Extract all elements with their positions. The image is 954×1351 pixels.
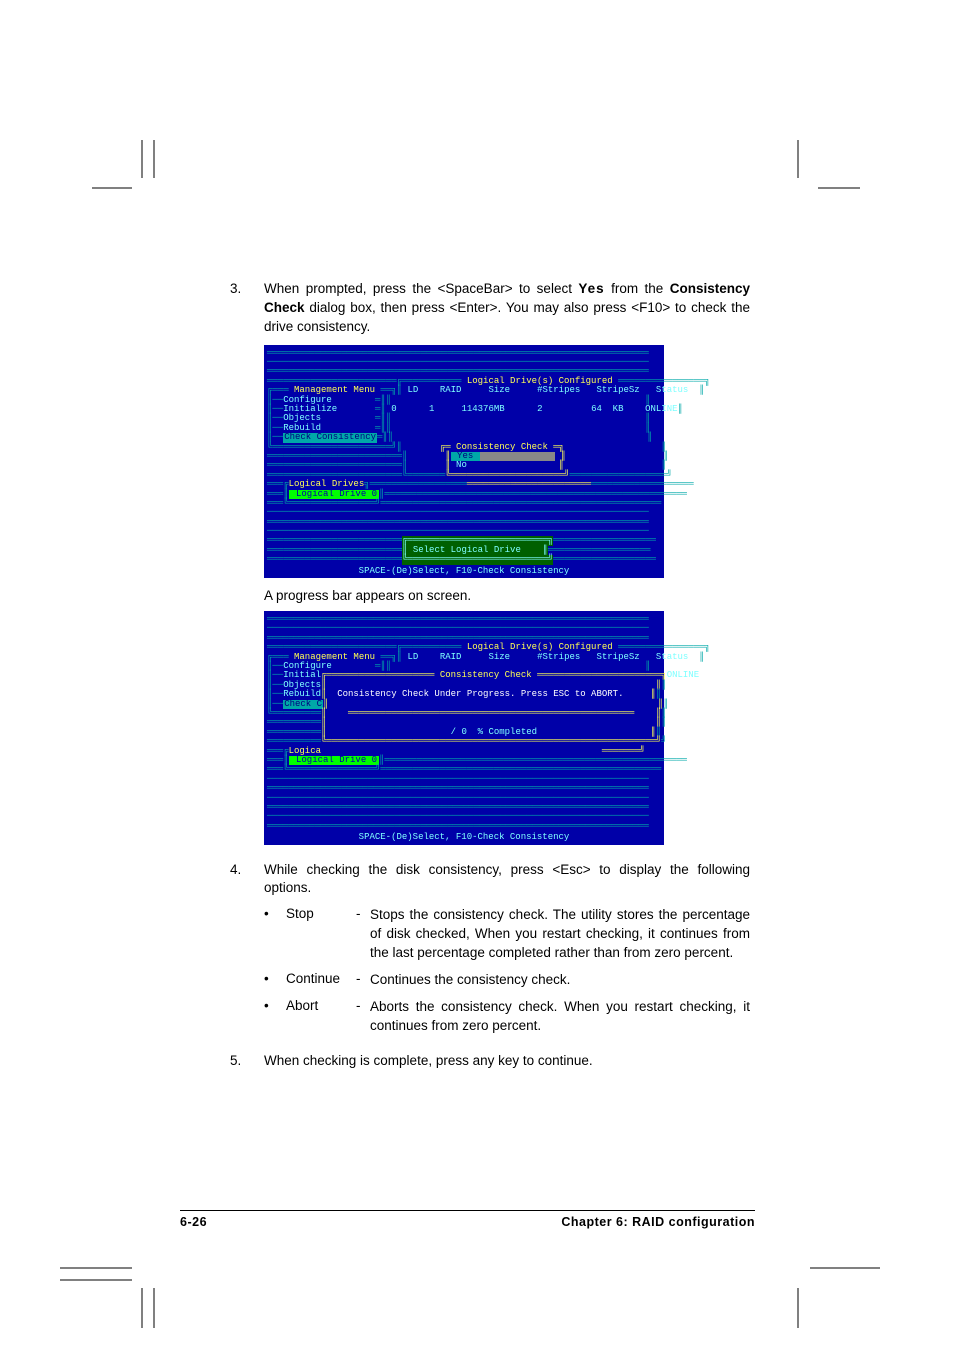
caption: A progress bar appears on screen. xyxy=(264,588,750,603)
option-desc: Stops the consistency check. The utility… xyxy=(370,906,750,963)
text-yes: Yes xyxy=(578,281,604,296)
step-3: 3. When prompted, press the <SpaceBar> t… xyxy=(230,280,750,337)
option-name: Stop xyxy=(286,906,356,963)
crop-mark-bl xyxy=(60,1258,170,1328)
content-area: 3. When prompted, press the <SpaceBar> t… xyxy=(230,280,750,1079)
dash: - xyxy=(356,971,370,990)
option-desc: Continues the consistency check. xyxy=(370,971,750,990)
step-body: When prompted, press the <SpaceBar> to s… xyxy=(264,280,750,337)
hint-text: SPACE-(De)Select, F10-Check Consistency xyxy=(359,832,570,842)
page-number: 6-26 xyxy=(180,1215,207,1229)
option-name: Continue xyxy=(286,971,356,990)
text: When prompted, press the <SpaceBar> to s… xyxy=(264,281,578,296)
options-list: • Stop - Stops the consistency check. Th… xyxy=(264,906,750,1035)
bullet-icon: • xyxy=(264,906,286,963)
crop-mark-tl xyxy=(92,140,182,200)
option-desc: Aborts the consistency check. When you r… xyxy=(370,998,750,1036)
crop-mark-tr xyxy=(770,140,860,200)
dash: - xyxy=(356,998,370,1036)
step-4: 4. While checking the disk consistency, … xyxy=(230,861,750,899)
bios-screen-2: ════════════════════════════════════════… xyxy=(264,611,664,844)
chapter-title: Chapter 6: RAID configuration xyxy=(561,1215,755,1229)
option-continue: • Continue - Continues the consistency c… xyxy=(264,971,750,990)
step-5: 5. When checking is complete, press any … xyxy=(230,1052,750,1071)
text: from the xyxy=(605,281,670,296)
hint-text: SPACE-(De)Select, F10-Check Consistency xyxy=(359,566,570,576)
step-number: 4. xyxy=(230,861,264,899)
step-number: 5. xyxy=(230,1052,264,1071)
bullet-icon: • xyxy=(264,971,286,990)
crop-mark-br xyxy=(790,1258,880,1328)
page: 3. When prompted, press the <SpaceBar> t… xyxy=(0,0,954,1351)
dash: - xyxy=(356,906,370,963)
bios-footer: SPACE-(De)Select, F10-Check Consistency xyxy=(264,831,664,844)
option-stop: • Stop - Stops the consistency check. Th… xyxy=(264,906,750,963)
bios-screen-1: ════════════════════════════════════════… xyxy=(264,345,664,578)
option-name: Abort xyxy=(286,998,356,1036)
step-body: While checking the disk consistency, pre… xyxy=(264,861,750,899)
status-online: ONLINE xyxy=(667,671,699,680)
footer-rule xyxy=(180,1210,755,1211)
step-body: When checking is complete, press any key… xyxy=(264,1052,750,1071)
text: dialog box, then press <Enter>. You may … xyxy=(264,300,750,334)
bullet-icon: • xyxy=(264,998,286,1036)
page-footer: 6-26 Chapter 6: RAID configuration xyxy=(180,1210,755,1229)
step-number: 3. xyxy=(230,280,264,337)
bios-footer: SPACE-(De)Select, F10-Check Consistency xyxy=(264,565,664,578)
option-abort: • Abort - Aborts the consistency check. … xyxy=(264,998,750,1036)
